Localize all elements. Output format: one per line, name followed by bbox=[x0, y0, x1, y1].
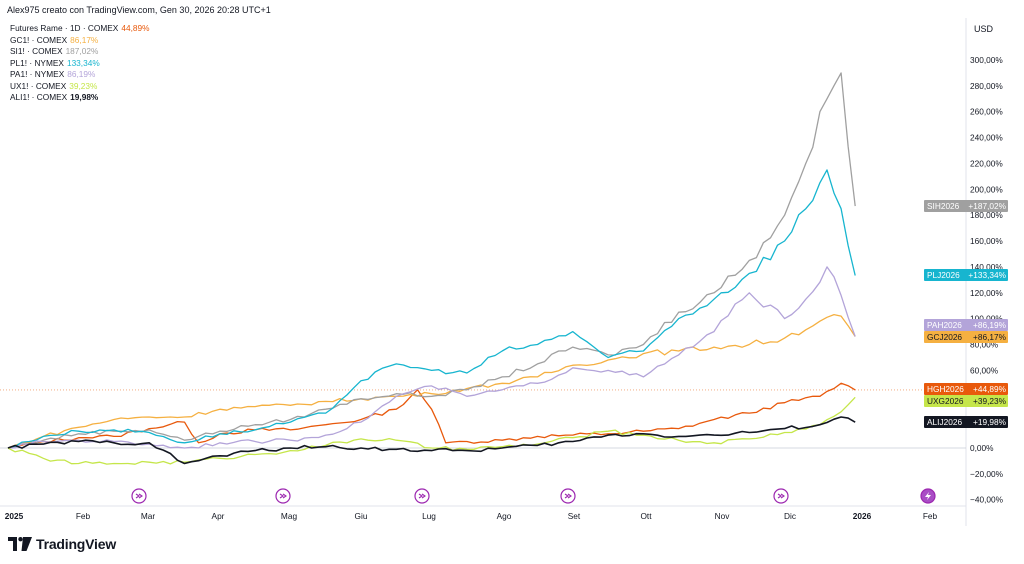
series-line-sih2026[interactable] bbox=[7, 72, 856, 449]
price-tag-symbol: PAH2026 bbox=[927, 320, 962, 330]
event-marker-arrow-icon bbox=[564, 493, 572, 499]
legend-row-silver[interactable]: SI1! · COMEX 187,02% bbox=[10, 46, 149, 58]
event-marker-arrow-icon bbox=[777, 493, 785, 499]
legend-row-platinum[interactable]: PL1! · NYMEX 133,34% bbox=[10, 58, 149, 70]
legend-value: 86,19% bbox=[67, 69, 96, 79]
y-tick-label: 300,00% bbox=[970, 55, 1003, 65]
x-tick-label: Lug bbox=[422, 511, 436, 521]
series-line-plj2026[interactable] bbox=[7, 169, 856, 449]
legend: Futures Rame · 1D · COMEX 44,89% GC1! · C… bbox=[10, 23, 149, 104]
y-tick-label: 200,00% bbox=[970, 184, 1003, 194]
price-tag-value: +187,02% bbox=[968, 201, 1006, 211]
y-tick-label: 260,00% bbox=[970, 107, 1003, 117]
series-line-pah2026[interactable] bbox=[7, 266, 856, 449]
price-tag-uxg2026[interactable] bbox=[924, 395, 1008, 407]
x-tick-label: Apr bbox=[212, 511, 225, 521]
x-tick-label: Feb bbox=[923, 511, 938, 521]
brand-name: TradingView bbox=[36, 536, 117, 552]
price-tag-value: +86,17% bbox=[973, 332, 1007, 342]
legend-value: 133,34% bbox=[66, 57, 100, 68]
series-line-hgh2026[interactable] bbox=[7, 382, 856, 449]
y-tick-label: 100,00% bbox=[970, 314, 1003, 324]
y-tick-label: 140,00% bbox=[970, 262, 1003, 272]
x-tick-label: Ott bbox=[640, 511, 652, 521]
y-tick-label: 180,00% bbox=[970, 210, 1003, 220]
y-tick-label: 240,00% bbox=[970, 133, 1003, 143]
price-tag-value: +44,89% bbox=[973, 384, 1007, 394]
tradingview-logo[interactable]: TradingView bbox=[8, 536, 116, 552]
price-tag-value: +19,98% bbox=[973, 417, 1007, 427]
price-tag-value: +86,19% bbox=[973, 320, 1007, 330]
tradingview-logo-icon bbox=[8, 537, 32, 551]
currency-label: USD bbox=[974, 24, 994, 34]
price-tag-symbol: GCJ2026 bbox=[927, 332, 962, 342]
y-tick-label: 120,00% bbox=[970, 288, 1003, 298]
x-tick-label: Ago bbox=[497, 511, 512, 521]
x-tick-label: Mar bbox=[141, 511, 156, 521]
price-tag-plj2026[interactable] bbox=[924, 269, 1008, 281]
legend-label: Futures Rame · 1D · COMEX bbox=[10, 23, 119, 33]
x-tick-label: Nov bbox=[715, 511, 731, 521]
legend-label: SI1! · COMEX bbox=[10, 46, 63, 56]
y-tick-label: −40,00% bbox=[970, 495, 1004, 505]
legend-label: ALI1! · COMEX bbox=[10, 92, 68, 102]
event-marker-arrow-icon bbox=[418, 493, 426, 499]
series-line-uxg2026[interactable] bbox=[7, 396, 856, 465]
price-tag-alij2026[interactable] bbox=[924, 416, 1008, 428]
price-tag-hgh2026[interactable] bbox=[924, 383, 1008, 395]
legend-label: UX1! · COMEX bbox=[10, 80, 67, 91]
y-tick-label: 60,00% bbox=[970, 365, 999, 375]
x-tick-label: 2025 bbox=[5, 511, 24, 521]
price-tag-symbol: HGH2026 bbox=[927, 384, 964, 394]
x-tick-label: 2026 bbox=[853, 511, 872, 521]
y-tick-label: 220,00% bbox=[970, 158, 1003, 168]
event-marker-arrow-icon bbox=[279, 493, 287, 499]
price-tag-symbol: PLJ2026 bbox=[927, 270, 960, 280]
legend-value: 19,98% bbox=[70, 92, 99, 102]
x-tick-label: Dic bbox=[784, 511, 796, 521]
price-tag-symbol: UXG2026 bbox=[927, 396, 964, 406]
x-tick-label: Mag bbox=[281, 511, 298, 521]
price-tag-value: +39,23% bbox=[973, 396, 1007, 406]
y-tick-label: −20,00% bbox=[970, 469, 1004, 479]
price-tag-gcj2026[interactable] bbox=[924, 331, 1008, 343]
legend-row-palladium[interactable]: PA1! · NYMEX 86,19% bbox=[10, 69, 149, 81]
y-tick-label: 160,00% bbox=[970, 236, 1003, 246]
legend-value: 44,89% bbox=[121, 23, 150, 33]
legend-value: 39,23% bbox=[69, 80, 98, 91]
legend-row-copper[interactable]: Futures Rame · 1D · COMEX 44,89% bbox=[10, 23, 149, 35]
legend-row-aluminum[interactable]: ALI1! · COMEX 19,98% bbox=[10, 92, 149, 104]
series-line-gcj2026[interactable] bbox=[7, 313, 856, 449]
legend-row-gold[interactable]: GC1! · COMEX 86,17% bbox=[10, 35, 149, 47]
series-line-alij2026[interactable] bbox=[7, 416, 856, 465]
price-tag-symbol: SIH2026 bbox=[927, 201, 960, 211]
chart-header: Alex975 creato con TradingView.com, Gen … bbox=[7, 5, 271, 15]
legend-label: PA1! · NYMEX bbox=[10, 69, 65, 79]
lightning-icon bbox=[925, 492, 931, 500]
y-tick-label: 80,00% bbox=[970, 340, 999, 350]
x-tick-label: Set bbox=[568, 511, 581, 521]
legend-row-uranium[interactable]: UX1! · COMEX 39,23% bbox=[10, 81, 149, 93]
price-tag-value: +133,34% bbox=[968, 270, 1006, 280]
legend-label: GC1! · COMEX bbox=[10, 34, 68, 45]
legend-value: 86,17% bbox=[70, 34, 99, 45]
price-tag-pah2026[interactable] bbox=[924, 319, 1008, 331]
legend-label: PL1! · NYMEX bbox=[10, 57, 64, 68]
price-tag-symbol: ALIJ2026 bbox=[927, 417, 962, 427]
x-tick-label: Feb bbox=[76, 511, 91, 521]
event-marker-arrow-icon bbox=[135, 493, 143, 499]
price-tag-sih2026[interactable] bbox=[924, 200, 1008, 212]
y-tick-label: 280,00% bbox=[970, 81, 1003, 91]
y-tick-label: 0,00% bbox=[970, 443, 994, 453]
x-tick-label: Giu bbox=[355, 511, 368, 521]
legend-value: 187,02% bbox=[65, 46, 99, 56]
